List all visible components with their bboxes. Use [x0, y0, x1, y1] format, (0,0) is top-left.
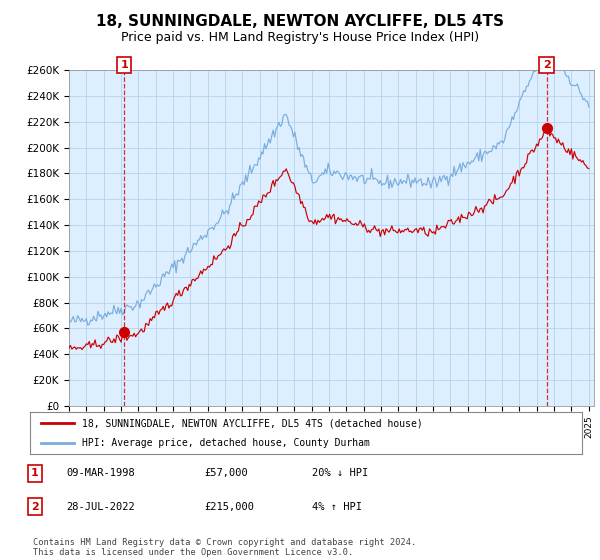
Text: 2: 2 — [543, 60, 551, 70]
Text: 1: 1 — [121, 60, 128, 70]
Text: 4% ↑ HPI: 4% ↑ HPI — [312, 502, 362, 512]
Text: HPI: Average price, detached house, County Durham: HPI: Average price, detached house, Coun… — [82, 438, 370, 448]
Text: £57,000: £57,000 — [204, 468, 248, 478]
Text: £215,000: £215,000 — [204, 502, 254, 512]
Text: 18, SUNNINGDALE, NEWTON AYCLIFFE, DL5 4TS (detached house): 18, SUNNINGDALE, NEWTON AYCLIFFE, DL5 4T… — [82, 418, 423, 428]
Text: 09-MAR-1998: 09-MAR-1998 — [66, 468, 135, 478]
Text: 18, SUNNINGDALE, NEWTON AYCLIFFE, DL5 4TS: 18, SUNNINGDALE, NEWTON AYCLIFFE, DL5 4T… — [96, 14, 504, 29]
Text: 2: 2 — [31, 502, 38, 512]
Text: Price paid vs. HM Land Registry's House Price Index (HPI): Price paid vs. HM Land Registry's House … — [121, 31, 479, 44]
Text: 20% ↓ HPI: 20% ↓ HPI — [312, 468, 368, 478]
Text: 28-JUL-2022: 28-JUL-2022 — [66, 502, 135, 512]
Text: Contains HM Land Registry data © Crown copyright and database right 2024.
This d: Contains HM Land Registry data © Crown c… — [33, 538, 416, 557]
Text: 1: 1 — [31, 468, 38, 478]
